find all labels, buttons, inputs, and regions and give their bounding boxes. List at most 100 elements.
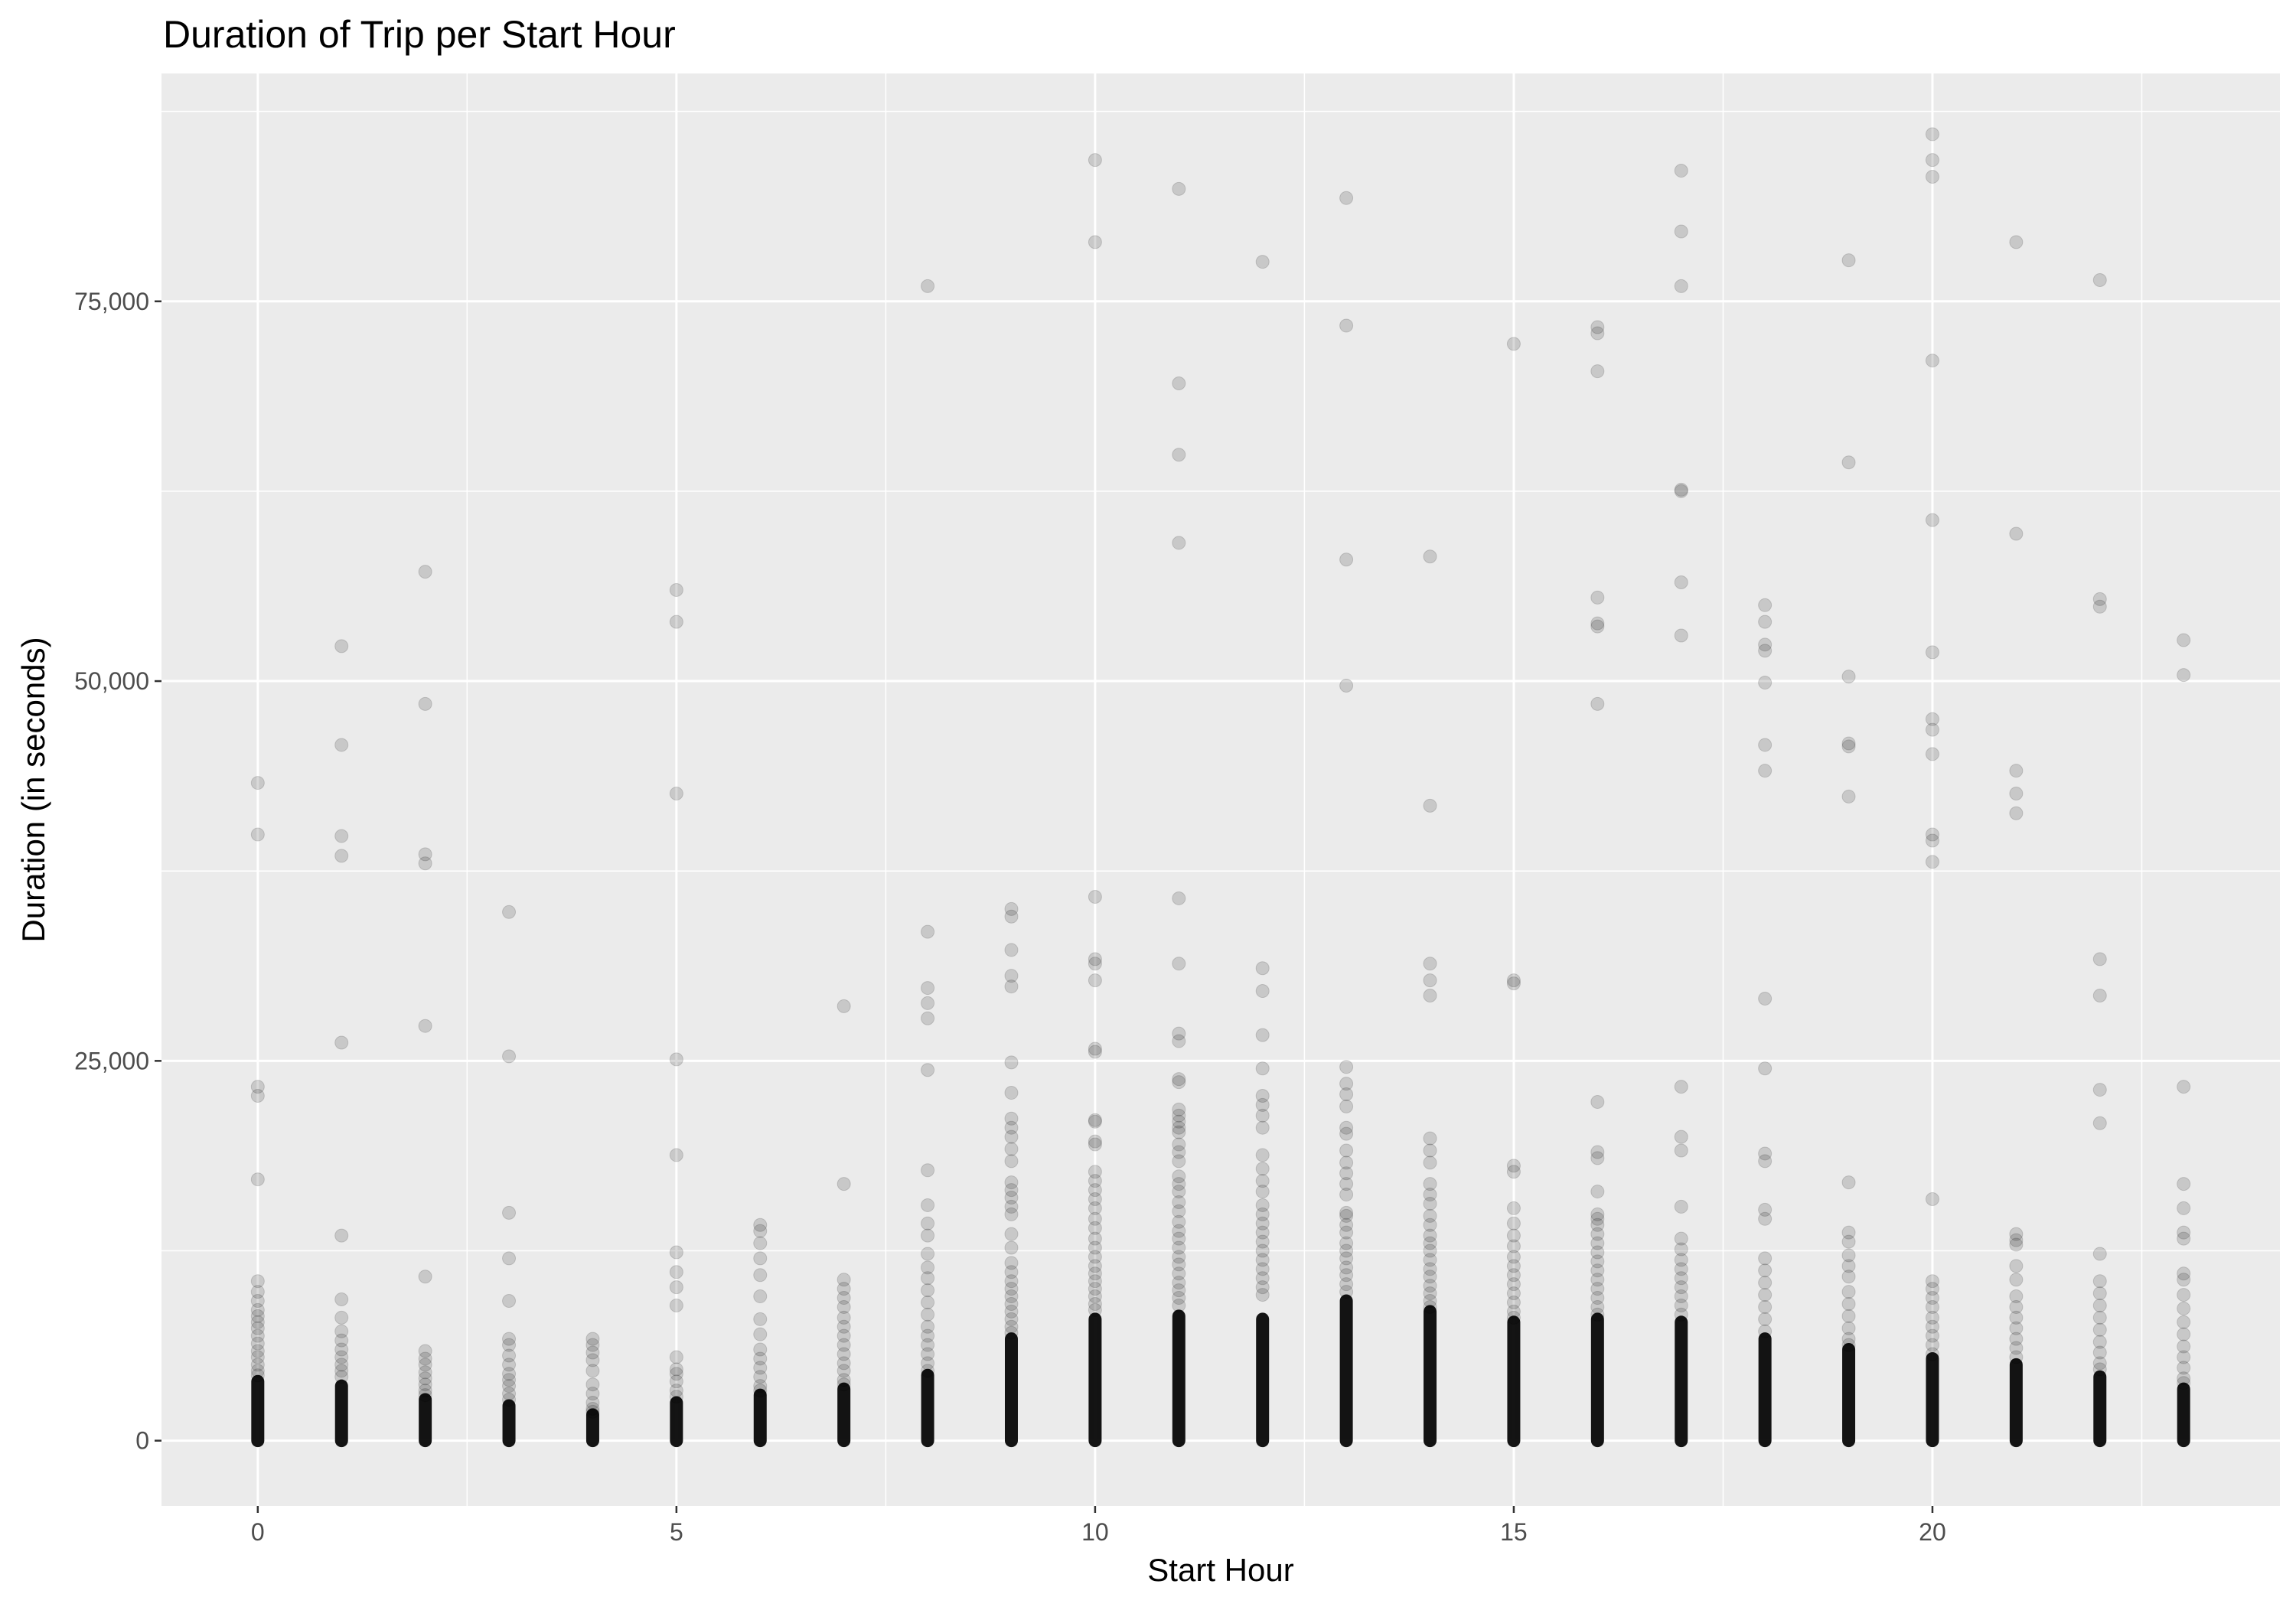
- data-point: [1339, 1225, 1354, 1240]
- data-point: [1255, 1225, 1270, 1240]
- data-point: [1255, 1120, 1270, 1135]
- data-point: [1339, 1099, 1354, 1113]
- data-point: [1339, 1268, 1354, 1283]
- data-point: [1004, 1240, 1019, 1255]
- data-point: [1758, 1251, 1773, 1266]
- data-point: [2092, 988, 2107, 1002]
- data-point: [1339, 1260, 1354, 1275]
- data-point: [837, 1377, 851, 1392]
- data-point: [1339, 318, 1354, 333]
- data-point: [502, 1367, 517, 1381]
- data-point: [1004, 1086, 1019, 1100]
- data-point: [1255, 1089, 1270, 1103]
- data-point: [1841, 1248, 1856, 1263]
- data-point: [1674, 1080, 1688, 1094]
- data-point: [1925, 1191, 1939, 1206]
- data-point: [1423, 1270, 1437, 1284]
- data-point: [2092, 1322, 2107, 1337]
- data-point: [418, 1019, 432, 1033]
- data-point: [669, 1298, 683, 1312]
- data-point: [1841, 739, 1856, 754]
- data-point: [1925, 169, 1939, 184]
- data-point: [250, 1302, 265, 1317]
- data-point: [1758, 1146, 1773, 1161]
- data-point: [1674, 1253, 1688, 1267]
- data-point: [418, 1388, 432, 1403]
- data-point: [1423, 549, 1437, 564]
- data-point: [1004, 1304, 1019, 1319]
- data-point: [921, 1063, 935, 1077]
- data-point: [1088, 1113, 1102, 1127]
- data-point: [1339, 1077, 1354, 1091]
- data-point: [502, 1379, 517, 1393]
- y-axis: 0 25,000 50,000 75,000: [74, 288, 161, 1455]
- data-point: [2177, 1350, 2191, 1364]
- data-point: [502, 1373, 517, 1387]
- data-point: [2009, 1233, 2024, 1247]
- data-point: [1004, 1282, 1019, 1296]
- data-point: [250, 1344, 265, 1358]
- data-point: [1423, 957, 1437, 971]
- data-points: [250, 127, 2191, 1448]
- data-point: [1423, 1177, 1437, 1191]
- data-point: [502, 905, 517, 919]
- data-point: [669, 582, 683, 597]
- data-point: [1004, 1312, 1019, 1326]
- data-point: [502, 1358, 517, 1372]
- data-point: [753, 1351, 768, 1366]
- data-point: [1925, 1282, 1939, 1296]
- data-point: [250, 1350, 265, 1364]
- data-point: [2177, 1273, 2191, 1287]
- data-point: [2009, 1321, 2024, 1335]
- data-point: [1255, 1234, 1270, 1249]
- data-point: [2009, 1273, 2024, 1287]
- data-point: [1088, 1282, 1102, 1296]
- data-point: [1925, 827, 1939, 842]
- data-point: [1088, 1201, 1102, 1215]
- data-point: [1506, 976, 1521, 991]
- data-point: [921, 1283, 935, 1298]
- data-point: [1674, 1231, 1688, 1246]
- data-point: [2009, 1237, 2024, 1252]
- data-point: [1423, 1299, 1437, 1314]
- data-point: [1590, 619, 1605, 634]
- data-point: [1004, 1142, 1019, 1156]
- data-point: [1004, 1274, 1019, 1289]
- data-point: [1506, 1159, 1521, 1173]
- data-point: [1423, 973, 1437, 988]
- data-point: [1758, 644, 1773, 658]
- data-point: [1925, 513, 1939, 527]
- data-point: [837, 1282, 851, 1296]
- data-point: [502, 1205, 517, 1220]
- data-point: [1339, 1120, 1354, 1135]
- data-point: [1004, 980, 1019, 994]
- data-point: [1339, 1251, 1354, 1266]
- data-point: [1088, 973, 1102, 988]
- data-point: [2177, 1225, 2191, 1240]
- data-point: [2009, 1227, 2024, 1241]
- data-point: [1255, 1097, 1270, 1112]
- data-point: [585, 1401, 600, 1416]
- data-point: [2092, 272, 2107, 287]
- data-point: [2009, 786, 2024, 800]
- data-point: [1423, 1253, 1437, 1267]
- data-point: [334, 1342, 349, 1357]
- data-point: [837, 1328, 851, 1343]
- data-point: [1339, 1205, 1354, 1220]
- data-point: [2009, 1350, 2024, 1364]
- data-point: [753, 1342, 768, 1357]
- data-point: [921, 1307, 935, 1322]
- data-point: [1088, 1114, 1102, 1129]
- data-point: [1423, 1143, 1437, 1158]
- data-point: [1004, 1154, 1019, 1169]
- data-point: [1255, 1207, 1270, 1221]
- y-tick-label: 50,000: [74, 667, 149, 695]
- data-point: [1004, 1319, 1019, 1334]
- data-point: [1339, 1277, 1354, 1292]
- data-point: [1590, 1094, 1605, 1109]
- data-point: [1674, 279, 1688, 293]
- data-point: [1925, 354, 1939, 368]
- data-point: [418, 1358, 432, 1372]
- data-point: [1172, 1276, 1186, 1290]
